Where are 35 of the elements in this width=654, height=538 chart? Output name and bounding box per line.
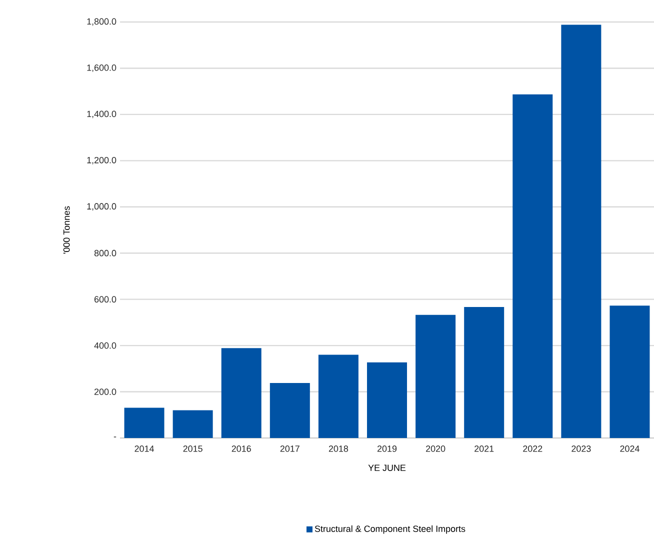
y-tick-label: 1,600.0 — [87, 64, 116, 72]
x-tick-label: 2021 — [474, 446, 494, 452]
y-tick-label: 1,000.0 — [87, 203, 116, 211]
y-axis-title: '000 Tonnes — [63, 206, 70, 254]
bar — [416, 314, 456, 438]
x-tick-label: 2015 — [183, 446, 202, 452]
legend-label: Structural & Component Steel Imports — [314, 525, 466, 534]
y-tick-label: 1,800.0 — [87, 18, 116, 26]
bar — [270, 382, 310, 438]
bar — [124, 408, 164, 438]
x-tick-label: 2017 — [280, 446, 300, 452]
x-tick-label: 2020 — [426, 446, 446, 452]
x-tick-label: 2023 — [572, 446, 591, 452]
y-tick-label: 200.0 — [94, 388, 116, 395]
x-tick-label: 2022 — [523, 446, 542, 452]
bar — [172, 410, 213, 438]
y-tick-label: 1,400.0 — [87, 110, 116, 118]
x-tick-label: 2018 — [328, 446, 348, 452]
y-tick-label: 400.0 — [94, 342, 116, 349]
bar — [512, 94, 553, 438]
y-tick-label: 600.0 — [94, 296, 116, 303]
x-tick-label: 2016 — [232, 446, 251, 452]
x-tick-label: 2019 — [377, 446, 397, 452]
bar — [318, 354, 358, 438]
y-tick-label: 800.0 — [94, 250, 116, 256]
x-tick-label: 2024 — [620, 446, 640, 452]
bar — [367, 362, 408, 438]
y-tick-label: - — [114, 436, 116, 438]
x-tick-label: 2014 — [134, 446, 154, 452]
y-tick-label: 1,200.0 — [87, 156, 116, 164]
bar — [561, 24, 602, 438]
bar — [221, 348, 262, 438]
x-axis-title: YE JUNE — [368, 464, 406, 471]
bar — [464, 306, 504, 438]
bar — [610, 306, 650, 438]
